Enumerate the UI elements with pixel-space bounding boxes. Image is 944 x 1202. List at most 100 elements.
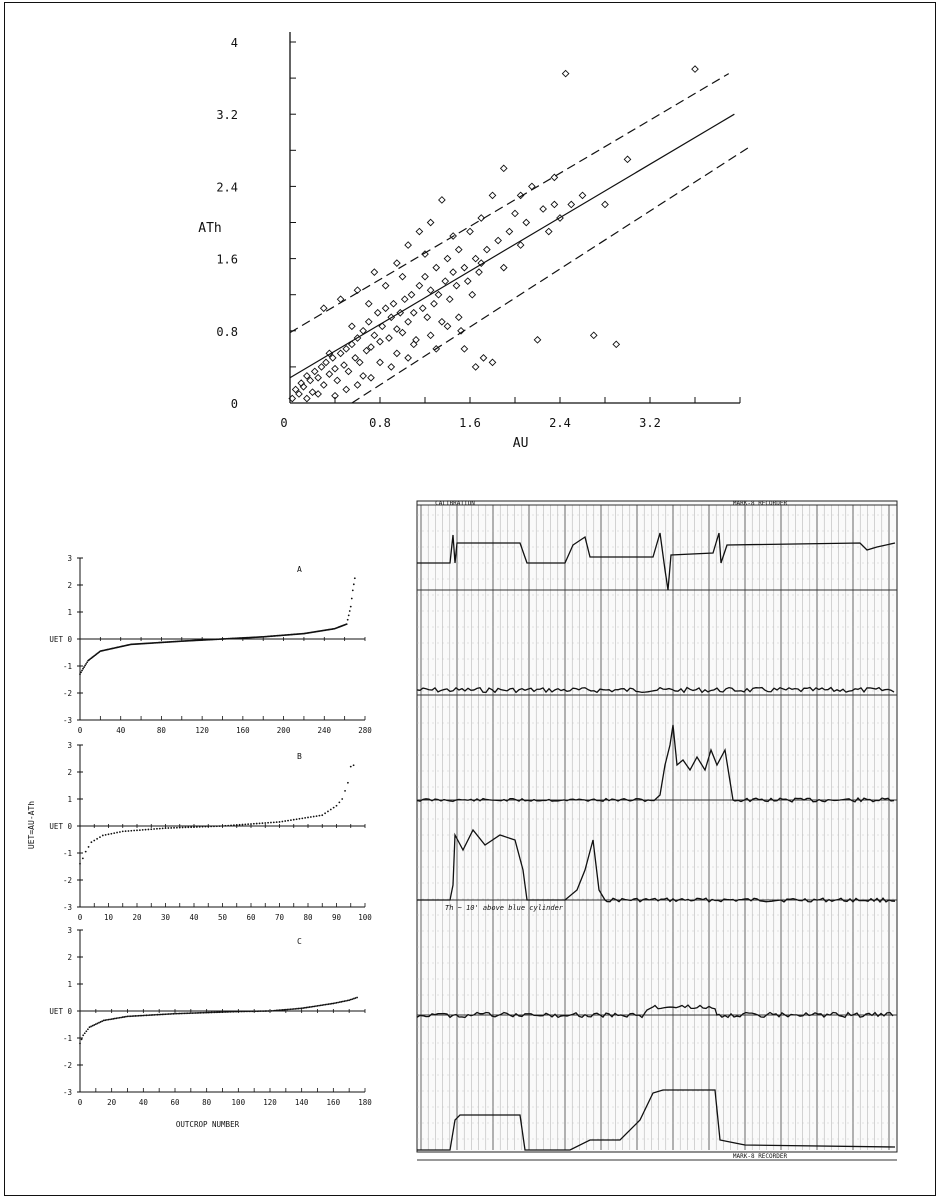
residual-point	[210, 825, 213, 828]
x-tick-label: 160	[236, 726, 250, 735]
residual-point	[235, 824, 238, 826]
data-point	[393, 325, 401, 333]
trace-channel-4	[417, 828, 896, 903]
residual-point	[210, 1011, 213, 1014]
x-tick-label: 0	[78, 913, 83, 922]
data-point	[325, 370, 334, 378]
residual-point	[81, 857, 84, 860]
data-point	[373, 308, 382, 317]
residual-point	[113, 1017, 116, 1020]
data-point	[319, 381, 328, 389]
residual-point	[235, 1010, 238, 1013]
residual-point	[258, 822, 261, 825]
residual-point	[247, 823, 250, 826]
panel-label: B	[297, 752, 302, 761]
residual-point	[250, 823, 252, 825]
residual-point	[175, 1012, 178, 1015]
residual-point	[201, 825, 204, 828]
residual-point	[99, 836, 101, 839]
residual-panel-B: 3 2 1 -1 -2 -3 UET 0 0 10 20 30 40 50 60 70 80 90 100 B	[49, 741, 372, 922]
x-tick-label: 0	[280, 416, 287, 430]
data-point	[438, 196, 446, 204]
data-point	[522, 218, 531, 227]
y-tick-label: 1.6	[216, 253, 238, 267]
residual-point	[341, 798, 344, 800]
regression-line-solid	[289, 113, 735, 379]
residual-point	[82, 667, 84, 670]
residual-point	[229, 1010, 232, 1013]
residual-point	[350, 597, 353, 600]
figure-frame	[4, 2, 936, 1196]
x-tick-label: 80	[202, 1098, 212, 1107]
shared-y-label: UET=AU-ATh	[27, 801, 36, 849]
residual-point	[166, 1013, 168, 1016]
residual-point	[128, 1015, 130, 1018]
residual-point	[224, 1011, 227, 1013]
data-point	[317, 363, 326, 371]
residual-point	[272, 821, 275, 824]
residual-point	[275, 821, 278, 824]
residual-point	[204, 1011, 206, 1014]
data-point	[387, 313, 396, 322]
residual-point	[298, 817, 301, 820]
residual-point	[290, 819, 292, 822]
data-point	[471, 363, 480, 371]
residual-point	[221, 825, 224, 827]
data-point	[299, 382, 308, 391]
regression-line-dashed	[289, 73, 730, 334]
data-point	[303, 394, 311, 403]
data-point	[288, 394, 297, 403]
y-tick-label: 1	[67, 608, 72, 617]
data-point	[612, 340, 621, 349]
data-point	[561, 69, 570, 78]
data-point	[295, 390, 303, 398]
residual-point	[169, 1013, 172, 1015]
regression-line-dashed	[351, 145, 752, 404]
residual-point	[227, 824, 230, 827]
residual-point	[176, 826, 178, 829]
residual-point	[109, 1018, 111, 1021]
residual-point	[177, 1012, 180, 1015]
residual-point	[278, 821, 281, 823]
x-tick-label: 0	[78, 1098, 83, 1107]
data-point	[306, 376, 315, 385]
data-point	[475, 268, 483, 276]
residual-point	[132, 1015, 135, 1017]
residual-point	[190, 826, 193, 829]
residual-point	[346, 618, 349, 621]
residual-point	[347, 614, 350, 617]
data-point	[376, 358, 384, 367]
residual-point	[300, 1007, 303, 1010]
residual-point	[288, 1008, 290, 1011]
data-point	[393, 259, 401, 267]
x-tick-label: 0	[78, 726, 83, 735]
residual-point	[110, 1018, 113, 1020]
data-point	[550, 200, 559, 209]
zero-label: UET 0	[49, 822, 72, 831]
data-point	[348, 340, 356, 349]
data-point	[342, 385, 351, 394]
residual-point	[294, 1007, 297, 1010]
residual-point	[299, 1007, 301, 1010]
residual-point	[351, 998, 354, 1001]
y-tick-label: 4	[231, 36, 238, 50]
residual-point	[159, 1013, 162, 1016]
y-axis-label: ATh	[198, 221, 221, 236]
residual-point	[141, 828, 144, 831]
residual-point	[156, 1013, 159, 1016]
y-tick-label: 3	[67, 554, 72, 563]
residual-point	[136, 829, 138, 832]
data-point	[494, 236, 502, 245]
data-point	[404, 354, 412, 362]
residual-point	[85, 1030, 88, 1033]
residual-point	[83, 666, 85, 668]
data-point	[528, 182, 536, 191]
data-point	[454, 313, 463, 322]
residual-point	[264, 822, 267, 824]
x-tick-label: 20	[132, 913, 142, 922]
residual-point	[245, 1010, 248, 1013]
data-point	[441, 277, 450, 285]
residual-point	[311, 1005, 314, 1008]
residual-point	[258, 1010, 260, 1013]
data-point	[488, 191, 497, 200]
